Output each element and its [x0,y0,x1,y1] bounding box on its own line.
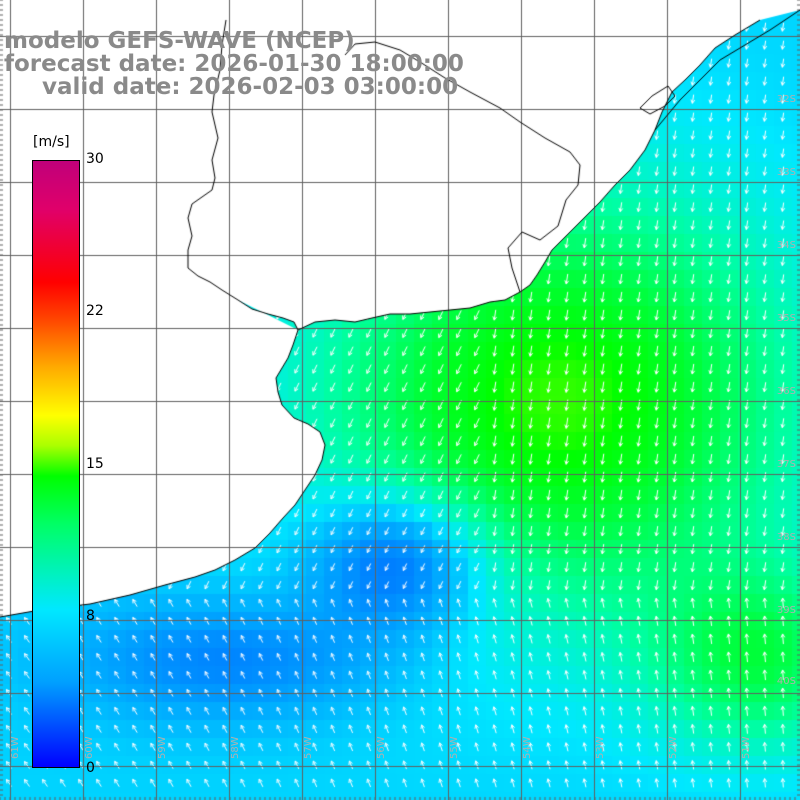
lon-label: 51W [741,736,752,759]
lon-label: 58W [230,736,241,759]
colorbar-tick-15: 15 [86,456,104,472]
lat-label: 35S [776,313,796,324]
lon-label: 57W [303,736,314,759]
valid-date: valid date: 2026-02-03 03:00:00 [42,74,459,100]
colorbar-tick-22: 22 [86,303,104,319]
colorbar-tick-30: 30 [86,151,104,167]
colorbar-unit-label: [m/s] [33,134,70,150]
lon-label: 54W [522,736,533,759]
lat-label: 36S [776,386,796,397]
lat-label: 40S [776,676,796,687]
lon-label: 59W [157,736,168,759]
lon-label: 53W [595,736,606,759]
forecast-date: forecast date: 2026-01-30 18:00:00 [4,51,464,77]
lat-label: 34S [776,240,796,251]
lat-label: 33S [776,167,796,178]
model-title: modelo GEFS-WAVE (NCEP) [4,28,355,54]
lon-label: 60W [84,736,95,759]
lat-label: 32S [776,94,796,105]
colorbar [32,160,80,768]
lon-label: 56W [376,736,387,759]
lon-label: 55W [449,736,460,759]
lat-label: 39S [776,605,796,616]
colorbar-tick-0: 0 [86,760,95,776]
lon-label: 52W [668,736,679,759]
colorbar-tick-8: 8 [86,608,95,624]
lat-label: 38S [776,532,796,543]
lon-label: 61W [10,736,21,759]
lat-label: 37S [776,459,796,470]
